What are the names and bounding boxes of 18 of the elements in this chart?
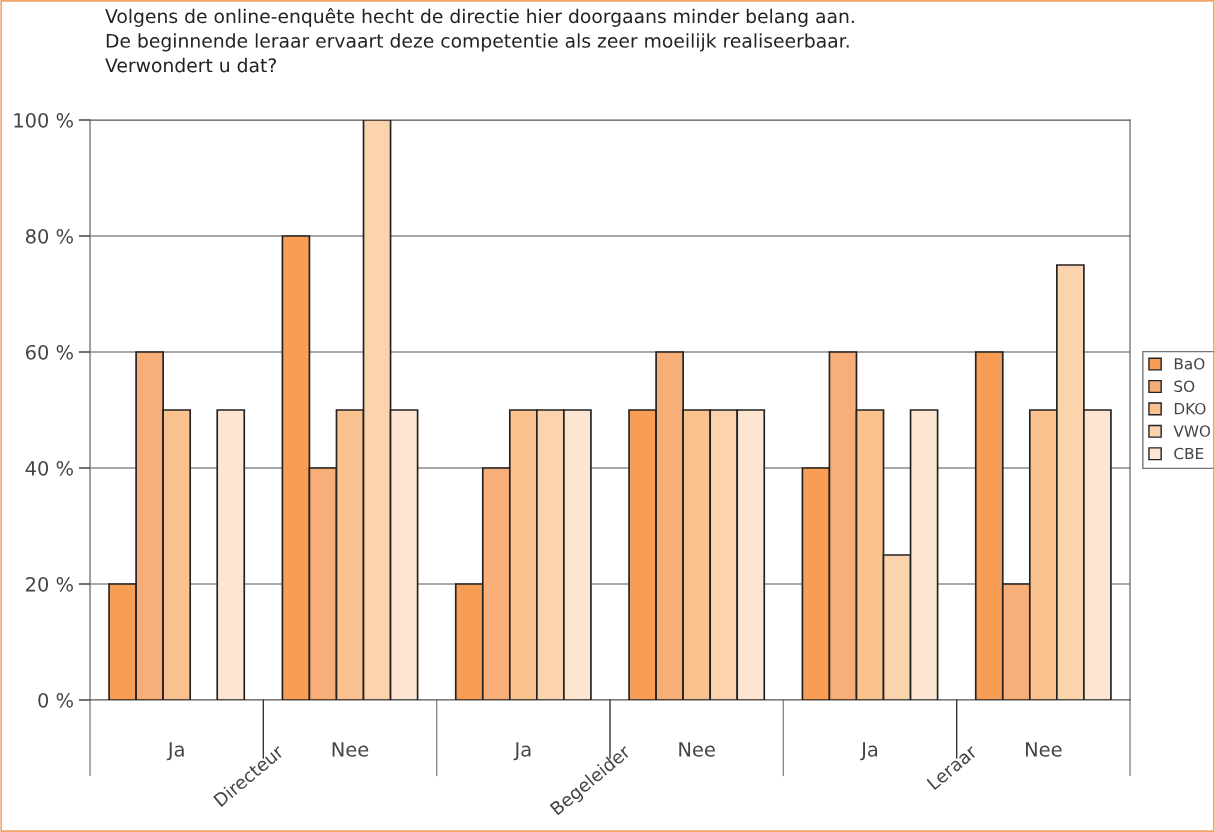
legend-label: SO	[1174, 380, 1195, 393]
x-tick-label: Ja	[513, 742, 531, 761]
legend-label: CBE	[1174, 447, 1204, 460]
legend-label: DKO	[1174, 402, 1206, 415]
y-tick-label: 60 %	[25, 344, 73, 360]
x-tick-label: Nee	[332, 742, 369, 757]
y-tick-label: 40 %	[25, 460, 73, 476]
y-tick-label: 100 %	[14, 112, 73, 128]
x-tick-label: Ja	[860, 742, 878, 761]
y-tick-label: 0 %	[38, 692, 73, 708]
x-tick-label: Ja	[166, 742, 184, 761]
chart-title: Volgens de online-enquête hecht de directie hier doorgaans minder belang aan. De beginnende leraar ervaart deze competentie als zeer moeilijk realiseerbaar. Verwondert u dat?	[105, 8, 854, 73]
x-tick-label: Nee	[1026, 742, 1062, 757]
x-tick-label: Nee	[679, 742, 715, 757]
legend-label: BaO	[1174, 358, 1205, 370]
y-tick-label: 80 %	[25, 228, 73, 244]
legend-label: VWO	[1173, 425, 1211, 437]
y-tick-label: 20 %	[26, 576, 73, 592]
